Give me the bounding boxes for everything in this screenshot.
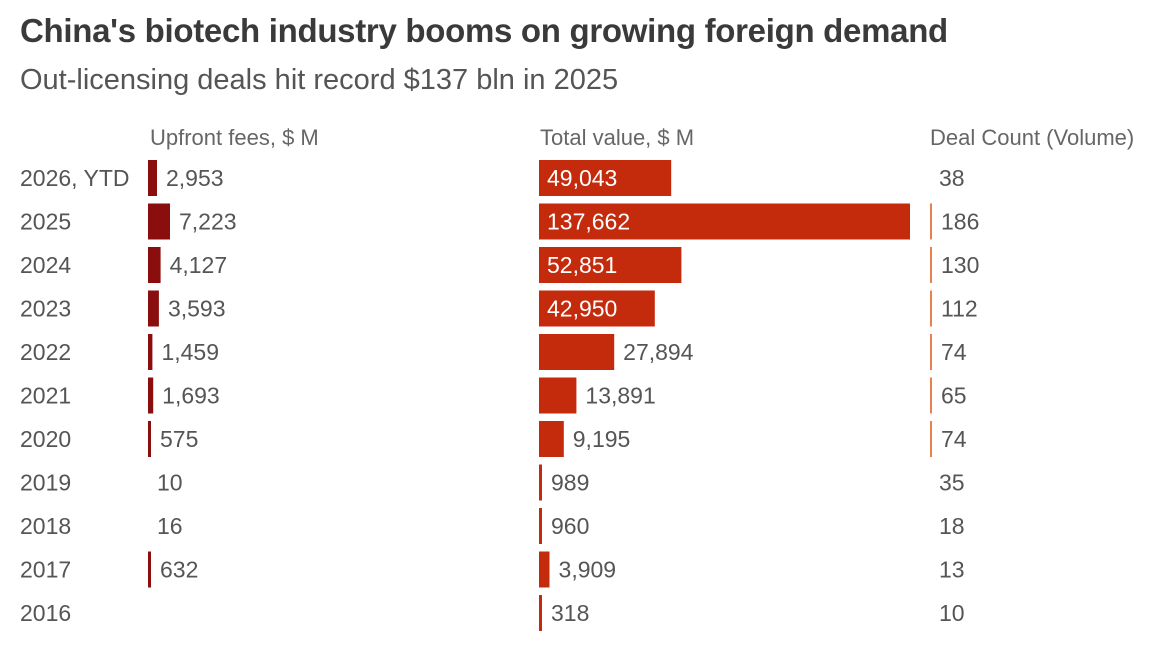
value-label: 10 [939, 600, 965, 626]
value-label: 7,223 [179, 209, 237, 235]
value-label: 3,909 [559, 557, 617, 583]
data-bar [930, 334, 932, 370]
data-bar [148, 290, 159, 327]
category-label: 2026, YTD [20, 165, 130, 191]
value-label: 16 [157, 513, 183, 539]
data-bar [148, 203, 170, 240]
value-label: 186 [941, 209, 979, 235]
category-label: 2024 [20, 252, 71, 278]
value-label: 49,043 [547, 165, 617, 191]
value-label: 27,894 [623, 339, 694, 365]
series-header-0: Upfront fees, $ M [150, 125, 319, 150]
data-bar [930, 377, 932, 414]
data-bar [148, 551, 151, 588]
value-label: 10 [157, 470, 183, 496]
value-label: 632 [160, 557, 198, 583]
value-label: 65 [941, 383, 967, 409]
data-bar [930, 247, 932, 283]
value-label: 9,195 [573, 426, 631, 452]
data-bar [539, 551, 550, 588]
category-label: 2023 [20, 296, 71, 322]
data-bar [930, 290, 932, 327]
value-label: 52,851 [547, 252, 617, 278]
value-label: 130 [941, 252, 979, 278]
value-label: 42,950 [547, 296, 617, 322]
value-label: 4,127 [170, 252, 228, 278]
category-label: 2017 [20, 557, 71, 583]
data-bar [539, 203, 910, 240]
chart-subtitle: Out-licensing deals hit record $137 bln … [20, 64, 619, 96]
data-bar [148, 160, 157, 196]
value-label: 74 [941, 339, 967, 365]
data-bar [539, 247, 682, 283]
data-bar [930, 203, 932, 240]
data-bar [539, 290, 655, 327]
category-label: 2021 [20, 383, 71, 409]
value-label: 137,662 [547, 209, 630, 235]
category-label: 2018 [20, 513, 71, 539]
value-label: 3,593 [168, 296, 226, 322]
value-label: 960 [551, 513, 589, 539]
value-label: 74 [941, 426, 967, 452]
data-bar [148, 247, 161, 283]
data-bar [148, 334, 153, 370]
data-bar [148, 377, 154, 414]
data-bar [148, 421, 151, 457]
category-label: 2016 [20, 600, 71, 626]
value-label: 18 [939, 513, 965, 539]
data-bar [539, 595, 542, 631]
data-bar [539, 464, 542, 501]
value-label: 38 [939, 165, 965, 191]
series-header-2: Deal Count (Volume) [930, 125, 1134, 150]
data-bar [539, 377, 577, 414]
data-bar [539, 160, 672, 196]
value-label: 1,693 [162, 383, 220, 409]
value-label: 2,953 [166, 165, 224, 191]
data-bar [539, 508, 542, 544]
category-label: 2022 [20, 339, 71, 365]
value-label: 989 [551, 470, 589, 496]
data-bar [930, 421, 932, 457]
value-label: 112 [941, 296, 978, 322]
category-label: 2025 [20, 209, 71, 235]
category-label: 2019 [20, 470, 71, 496]
value-label: 1,459 [161, 339, 219, 365]
value-label: 318 [551, 600, 589, 626]
category-label: 2020 [20, 426, 71, 452]
value-label: 13 [939, 557, 965, 583]
value-label: 575 [160, 426, 198, 452]
data-bar [539, 421, 564, 457]
value-label: 13,891 [585, 383, 655, 409]
data-bar [539, 334, 615, 370]
series-header-1: Total value, $ M [540, 125, 694, 150]
chart-title: China's biotech industry booms on growin… [20, 12, 948, 49]
value-label: 35 [939, 470, 965, 496]
